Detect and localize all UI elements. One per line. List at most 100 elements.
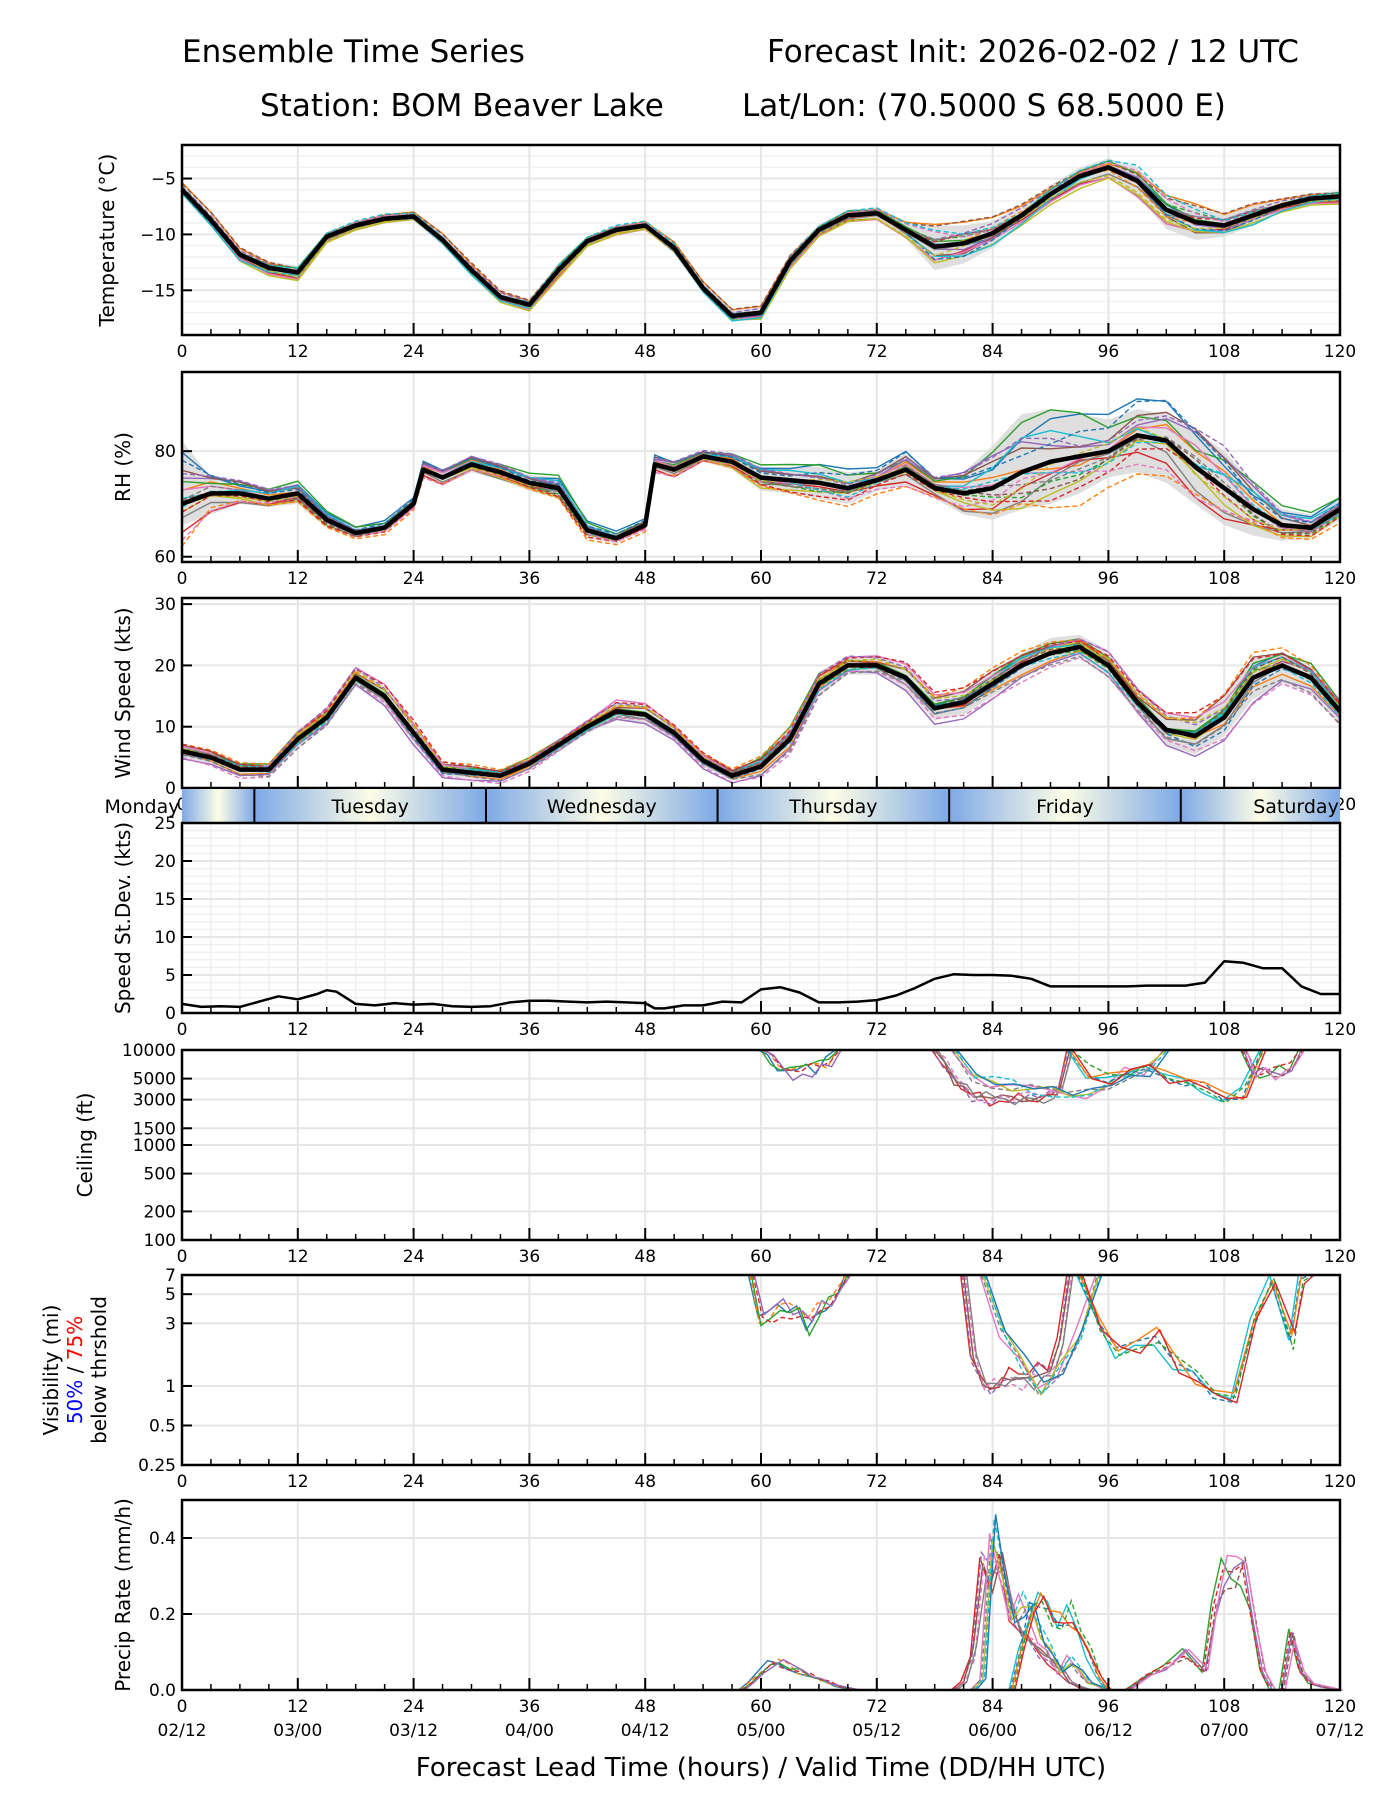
y-tick-label: −5 [151, 170, 176, 190]
member-line [1014, 1594, 1112, 1691]
chart-title: Ensemble Time Series [182, 34, 525, 70]
ensemble-mean-line [180, 165, 1341, 319]
member-line [1072, 1049, 1267, 1100]
y-tick-label: 5 [165, 966, 176, 986]
x-tick-label: 0 [177, 1472, 188, 1492]
x-tick-label: 72 [866, 1247, 888, 1267]
member-line [1078, 1274, 1312, 1394]
x-tick-label: 120 [1324, 569, 1356, 589]
y-tick-label: 1500 [133, 1119, 176, 1139]
y-tick-label: 1 [165, 1377, 176, 1397]
y-tick-label: −10 [140, 225, 176, 245]
y-tick-label: 3 [165, 1314, 176, 1334]
x-tick-label: 36 [519, 1697, 541, 1717]
x-tick-label: 96 [1098, 1472, 1120, 1492]
member-line [1069, 1049, 1264, 1101]
member-line [975, 1514, 1112, 1691]
member-line [963, 1274, 1071, 1390]
y-axis-label: Speed St.Dev. (kts) [111, 822, 135, 1014]
y-tick-label: 0.5 [149, 1416, 176, 1436]
y-tick-label: 60 [154, 548, 176, 568]
x-tick-label: 96 [1098, 569, 1120, 589]
y-tick-label: 0.4 [149, 1529, 176, 1549]
member-line [974, 1518, 1111, 1691]
x-tick-label: 0 [177, 1020, 188, 1040]
y-tick-label: 0.2 [149, 1605, 176, 1625]
member-line [181, 644, 1341, 777]
day-label: Tuesday [331, 796, 409, 818]
x-tick-label: 84 [982, 1020, 1004, 1040]
member-line [181, 639, 1341, 771]
x-tick-label: 0 [177, 569, 188, 589]
x-valid-time-label: 04/12 [621, 1721, 670, 1741]
member-line [950, 1049, 1164, 1100]
x-tick-label: 36 [519, 1472, 541, 1492]
x-tick-label: 48 [634, 569, 656, 589]
y-tick-label: 15 [154, 890, 176, 910]
member-line [956, 1049, 1170, 1097]
member-line [181, 398, 1341, 532]
member-line [953, 1552, 1090, 1691]
member-line [762, 1049, 841, 1073]
y-axis-label-below: below thrshold [87, 1296, 111, 1444]
member-line [181, 459, 1341, 543]
x-tick-label: 108 [1208, 1697, 1240, 1717]
precip-rate-panel: 0 02/12 12 03/00 24 03/12 36 04/00 48 04/12 60 05/0… [111, 1498, 1365, 1783]
member-line [966, 1274, 1074, 1391]
member-line [760, 1049, 839, 1071]
day-label: Thursday [788, 796, 877, 818]
day-label: Wednesday [547, 796, 657, 818]
member-line [1127, 1560, 1341, 1691]
x-tick-label: 96 [1098, 342, 1120, 362]
y-tick-label: 0.0 [149, 1681, 176, 1701]
member-line [181, 399, 1341, 535]
x-tick-label: 12 [287, 1697, 309, 1717]
y-tick-label: 100 [144, 1231, 176, 1251]
y-tick-label: 1000 [133, 1136, 176, 1156]
x-tick-label: 72 [866, 569, 888, 589]
day-band-segment [254, 789, 486, 822]
day-label: Friday [1036, 796, 1094, 818]
y-tick-label: 0 [165, 1004, 176, 1024]
y-tick-label: 10 [154, 928, 176, 948]
ensemble-mean-line [181, 644, 1342, 778]
x-tick-label: 48 [634, 1020, 656, 1040]
y-axis-label: RH (%) [111, 432, 135, 502]
member-line [1080, 1274, 1313, 1399]
member-line [181, 655, 1341, 782]
member-line [1009, 1601, 1108, 1691]
x-tick-label: 84 [982, 1472, 1004, 1492]
x-tick-label: 0 [177, 1247, 188, 1267]
member-line [181, 174, 1341, 317]
visibility-panel: 0 12 24 36 48 60 72 84 96 108 120 0.25 0.5 1 3 57 Visibi… [39, 1266, 1356, 1492]
y-axis-label: Precip Rate (mm/h) [111, 1498, 135, 1692]
member-line [763, 1049, 842, 1082]
x-tick-label: 96 [1098, 1697, 1120, 1717]
threshold-separator: / [63, 1360, 87, 1379]
y-tick-label: 0 [165, 779, 176, 799]
member-line [759, 1049, 838, 1072]
x-valid-time-label: 07/12 [1316, 1721, 1365, 1741]
x-tick-label: 120 [1324, 1472, 1356, 1492]
member-line [1012, 1598, 1111, 1691]
member-line [1066, 1049, 1261, 1103]
x-tick-label: 12 [287, 569, 309, 589]
x-valid-time-label: 03/00 [273, 1721, 322, 1741]
member-line [747, 1274, 846, 1332]
wind-speed-panel: 012243648607284961081200102030Wind Speed… [104, 595, 1356, 822]
x-tick-label: 48 [634, 342, 656, 362]
y-axis-label: Ceiling (ft) [73, 1093, 97, 1198]
x-tick-label: 24 [403, 1697, 425, 1717]
day-label: Monday [104, 796, 179, 818]
day-label: Saturday [1253, 796, 1339, 818]
member-line [980, 1274, 1098, 1398]
member-line [744, 1658, 861, 1691]
x-tick-label: 36 [519, 569, 541, 589]
member-line [181, 177, 1341, 321]
day-band-segment [1180, 789, 1340, 822]
member-line [1130, 1554, 1344, 1691]
day-band-segment [949, 789, 1181, 822]
x-tick-label: 84 [982, 342, 1004, 362]
member-line [181, 459, 1341, 547]
x-tick-label: 48 [634, 1247, 656, 1267]
